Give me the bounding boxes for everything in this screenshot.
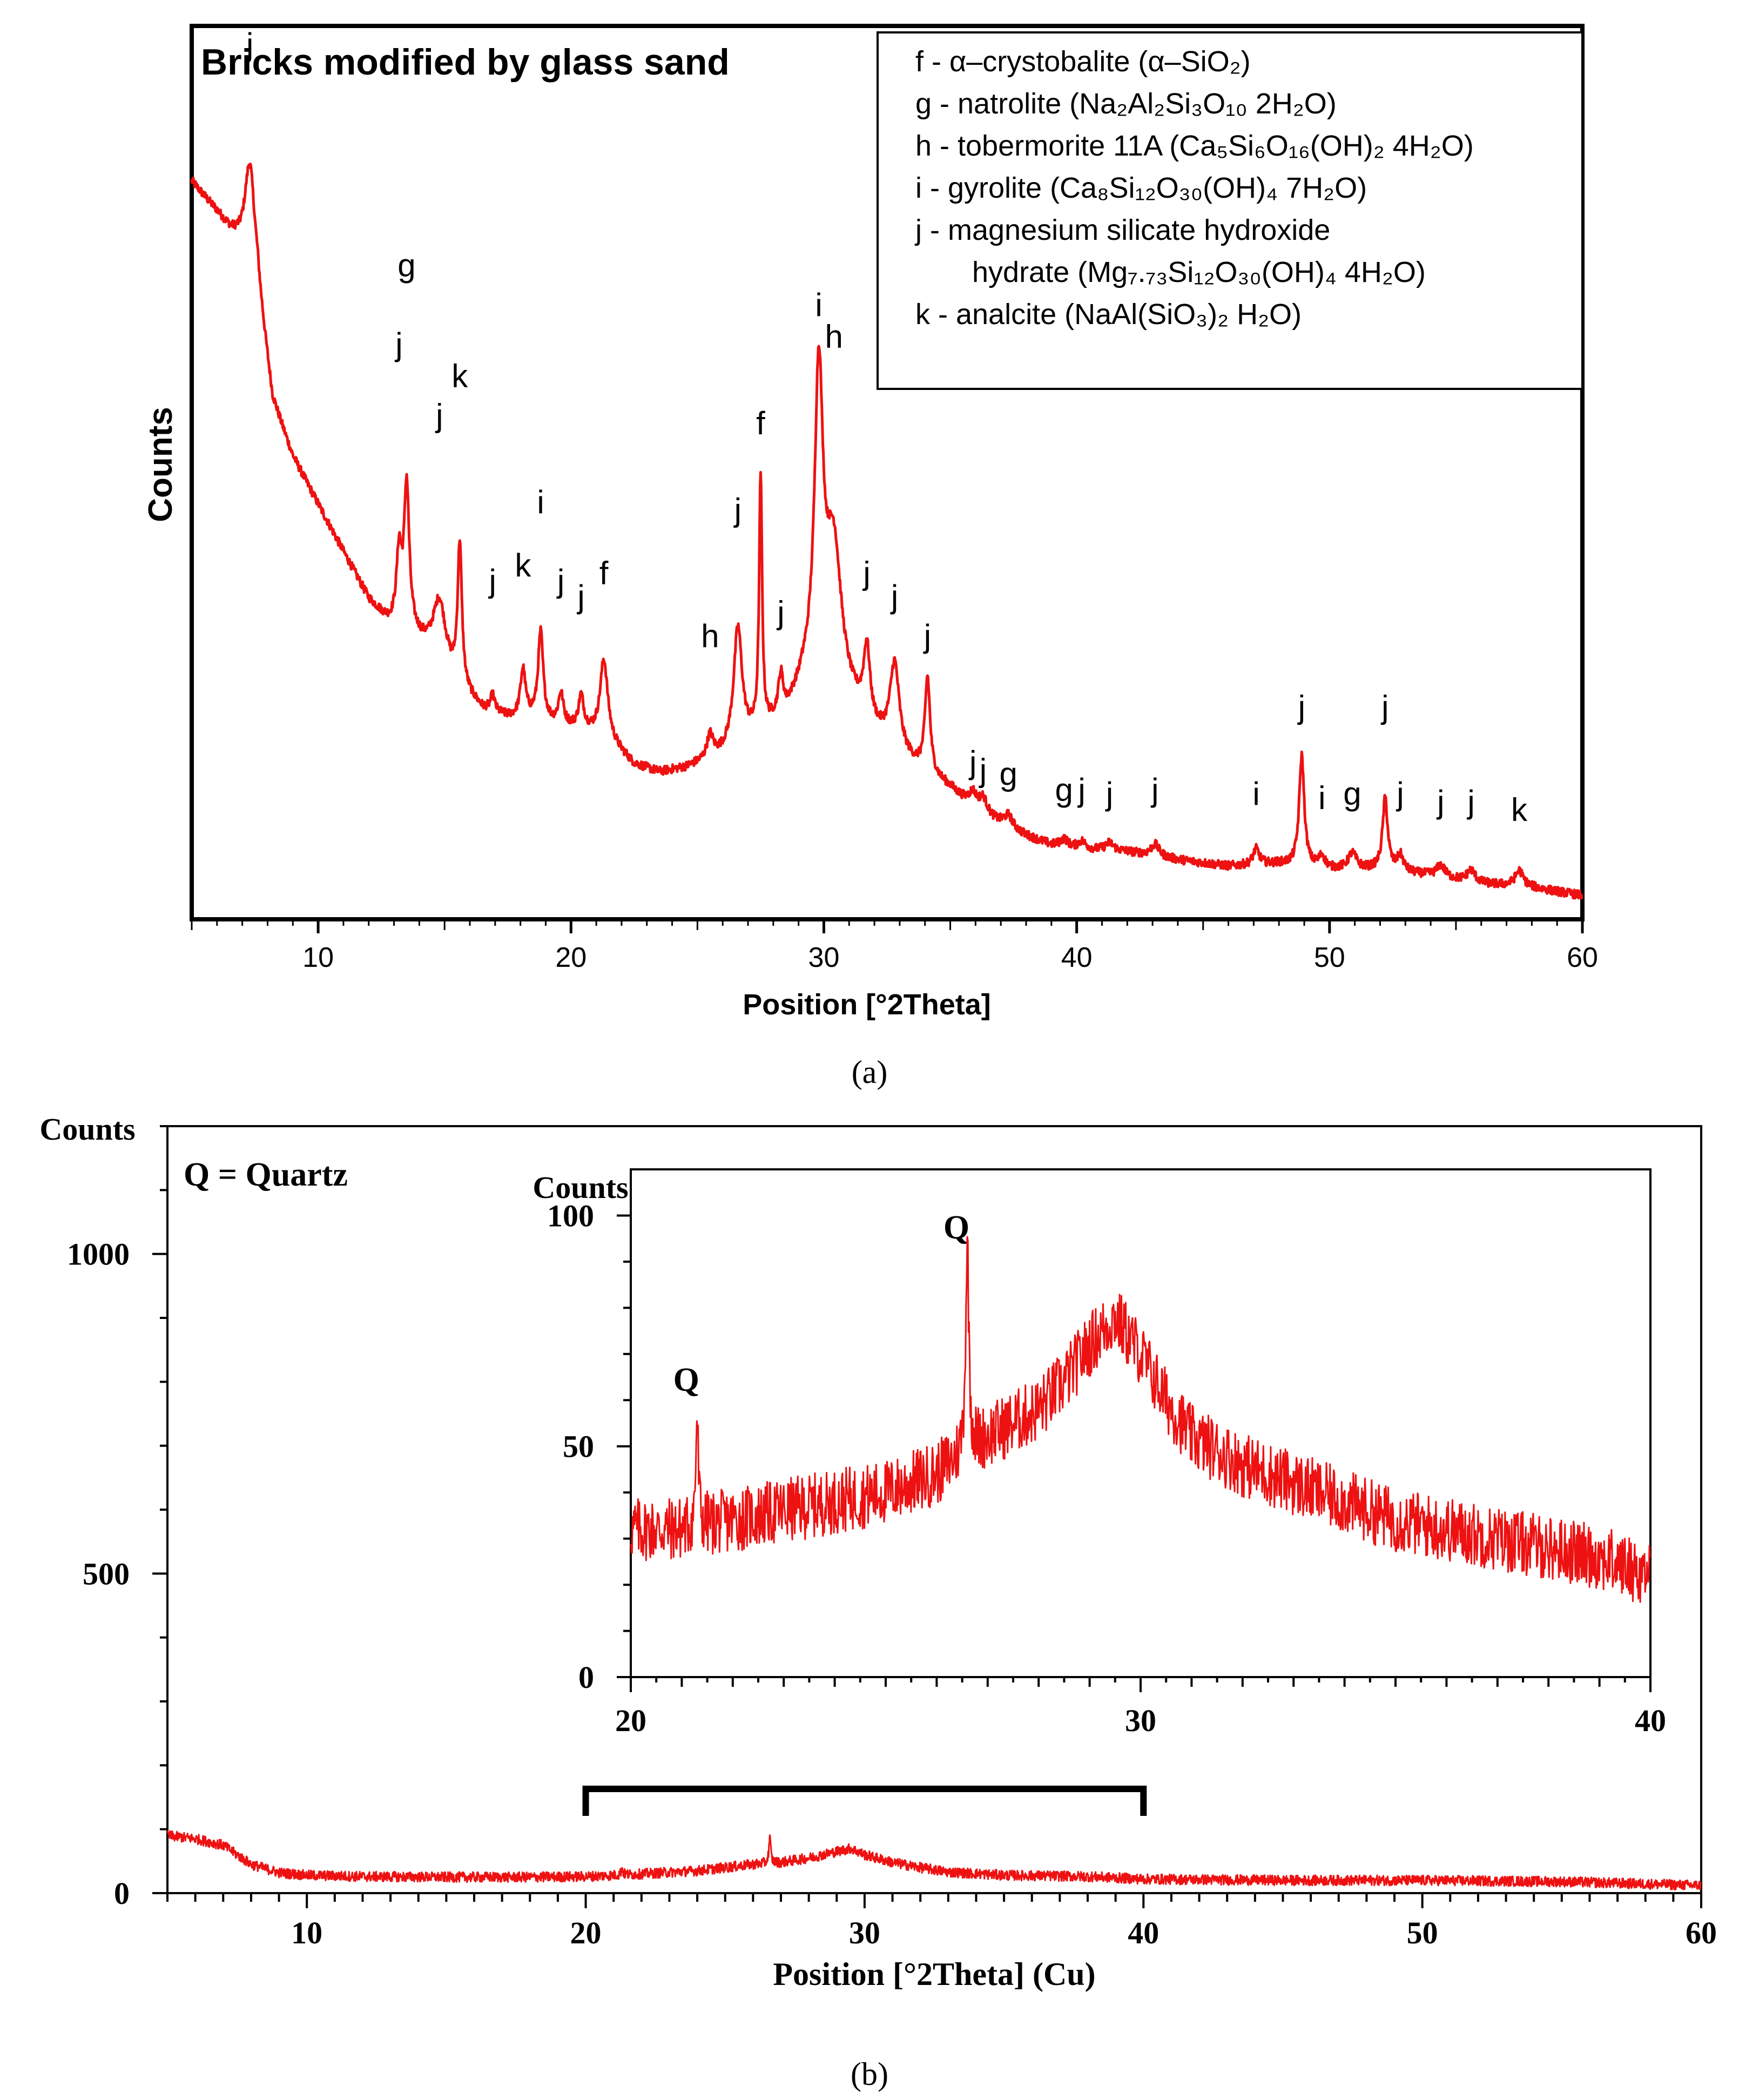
peak-label-k: k bbox=[1511, 791, 1528, 827]
x-tick-label: 10 bbox=[302, 942, 334, 973]
legend-entry-j: j - magnesium silicate hydroxide bbox=[914, 214, 1330, 246]
inset-frame bbox=[630, 1168, 1652, 1678]
y-tick-label: 1000 bbox=[67, 1237, 130, 1272]
x-tick-label: 40 bbox=[1061, 942, 1093, 973]
chart-b-x-label: Position [°2Theta] (Cu) bbox=[773, 1956, 1095, 1992]
caption-a: (a) bbox=[852, 1054, 888, 1090]
inset-y-axis: 0 50 100 bbox=[547, 1198, 631, 1695]
x-tick-label: 10 bbox=[291, 1915, 322, 1950]
inset-y-label: Counts bbox=[533, 1170, 628, 1205]
peak-label-j: j bbox=[968, 744, 976, 780]
chart-b-xrd-trace bbox=[166, 1830, 1702, 1891]
peak-label-h: h bbox=[701, 618, 719, 654]
legend-entry-f: f - α–crystobalite (α–SiO₂) bbox=[915, 45, 1251, 78]
chart-a-legend: f - α–crystobalite (α–SiO₂) g - natrolit… bbox=[877, 31, 1583, 390]
inset-xrd-trace bbox=[630, 1236, 1651, 1603]
zoom-range-bracket bbox=[582, 1786, 1147, 1816]
y-tick-label: 500 bbox=[83, 1556, 130, 1591]
x-tick-label: 20 bbox=[555, 942, 587, 973]
peak-label-g: g bbox=[1000, 756, 1017, 792]
caption-b: (b) bbox=[851, 2056, 888, 2092]
peak-label-j: j bbox=[1396, 776, 1404, 812]
peak-label-i: i bbox=[815, 287, 822, 323]
inset-x-tick-label: 40 bbox=[1635, 1703, 1666, 1738]
quartz-annotation: Q = Quartz bbox=[184, 1156, 348, 1193]
inset-peak-labels: QQ bbox=[673, 1209, 970, 1398]
legend-entry-j-cont: hydrate (Mg₇.₇₃Si₁₂O₃₀(OH)₄ 4H₂O) bbox=[972, 256, 1426, 288]
legend-entry-k: k - analcite (NaAl(SiO₃)₂ H₂O) bbox=[915, 298, 1302, 331]
peak-label-j: j bbox=[556, 563, 564, 599]
y-tick-label: 0 bbox=[114, 1876, 130, 1911]
peak-label-j: j bbox=[1150, 772, 1158, 808]
quartz-peak-label: Q bbox=[943, 1209, 969, 1246]
chart-b-x-axis: 10 20 30 40 50 60 bbox=[166, 1893, 1717, 1950]
x-tick-label: 50 bbox=[1314, 942, 1345, 973]
chart-a-x-label: Position [°2Theta] bbox=[743, 988, 991, 1021]
x-tick-label: 50 bbox=[1407, 1915, 1438, 1950]
peak-label-j: j bbox=[245, 26, 253, 63]
chart-a-xrd-trace bbox=[190, 163, 1583, 900]
plot-a-frame bbox=[190, 24, 1585, 921]
x-tick-label: 40 bbox=[1128, 1915, 1159, 1950]
peak-label-j: j bbox=[776, 594, 784, 630]
chart-a-x-axis: 10 20 30 40 50 60 bbox=[191, 919, 1598, 973]
legend-entry-h: h - tobermorite 11A (Ca₅Si₆O₁₆(OH)₂ 4H₂O… bbox=[915, 130, 1474, 162]
quartz-peak-label: Q bbox=[673, 1362, 699, 1398]
peak-label-j: j bbox=[394, 326, 402, 362]
peak-label-j: j bbox=[979, 752, 987, 788]
peak-label-g: g bbox=[397, 247, 415, 284]
peak-label-f: f bbox=[756, 405, 765, 441]
peak-label-j: j bbox=[923, 618, 931, 654]
inset-y-tick-label: 50 bbox=[563, 1429, 594, 1464]
x-tick-label: 60 bbox=[1567, 942, 1598, 973]
chart-a-y-label: Counts bbox=[142, 407, 179, 522]
peak-label-j: j bbox=[1436, 784, 1444, 820]
chart-a-title: Bricks modified by glass sand bbox=[201, 42, 730, 83]
peak-label-j: j bbox=[890, 578, 898, 615]
peak-label-f: f bbox=[599, 555, 609, 591]
x-tick-label: 30 bbox=[808, 942, 840, 973]
peak-label-k: k bbox=[515, 547, 531, 583]
peak-label-j: j bbox=[1105, 776, 1113, 812]
inset-x-tick-label: 20 bbox=[615, 1703, 646, 1738]
peak-label-h: h bbox=[825, 318, 842, 354]
peak-label-j: j bbox=[733, 492, 742, 528]
legend-box bbox=[877, 31, 1583, 390]
x-tick-label: 60 bbox=[1686, 1915, 1717, 1950]
chart-b-y-label: Counts bbox=[39, 1112, 135, 1147]
peak-label-j: j bbox=[862, 555, 870, 591]
peak-label-j: j bbox=[1380, 689, 1388, 725]
panel-a: Bricks modified by glass sand Counts Pos… bbox=[142, 24, 1598, 1090]
x-tick-label: 20 bbox=[570, 1915, 602, 1950]
peak-label-j: j bbox=[488, 563, 496, 599]
peak-label-i: i bbox=[1318, 780, 1325, 816]
inset-y-tick-label: 100 bbox=[547, 1198, 594, 1233]
peak-label-j: j bbox=[1297, 689, 1305, 725]
x-tick-label: 30 bbox=[849, 1915, 880, 1950]
peak-label-i: i bbox=[537, 484, 544, 520]
inset-y-tick-label: 0 bbox=[578, 1660, 594, 1695]
peak-label-j: j bbox=[1466, 784, 1474, 820]
peak-label-j: j bbox=[435, 397, 443, 433]
peak-label-k: k bbox=[451, 358, 468, 394]
peak-label-g: g bbox=[1343, 776, 1361, 812]
peak-label-i: i bbox=[1252, 776, 1259, 812]
peak-label-j: j bbox=[1077, 772, 1085, 808]
inset-x-axis: 20 30 40 bbox=[615, 1677, 1666, 1738]
legend-entry-i: i - gyrolite (Ca₈Si₁₂O₃₀(OH)₄ 7H₂O) bbox=[915, 172, 1367, 204]
peak-label-j: j bbox=[576, 578, 584, 615]
chart-b-y-axis: 0 500 1000 bbox=[67, 1125, 167, 1911]
legend-entry-g: g - natrolite (Na₂Al₂Si₃O₁₀ 2H₂O) bbox=[915, 88, 1337, 120]
inset-x-tick-label: 30 bbox=[1125, 1703, 1156, 1738]
peak-label-g: g bbox=[1055, 772, 1073, 808]
